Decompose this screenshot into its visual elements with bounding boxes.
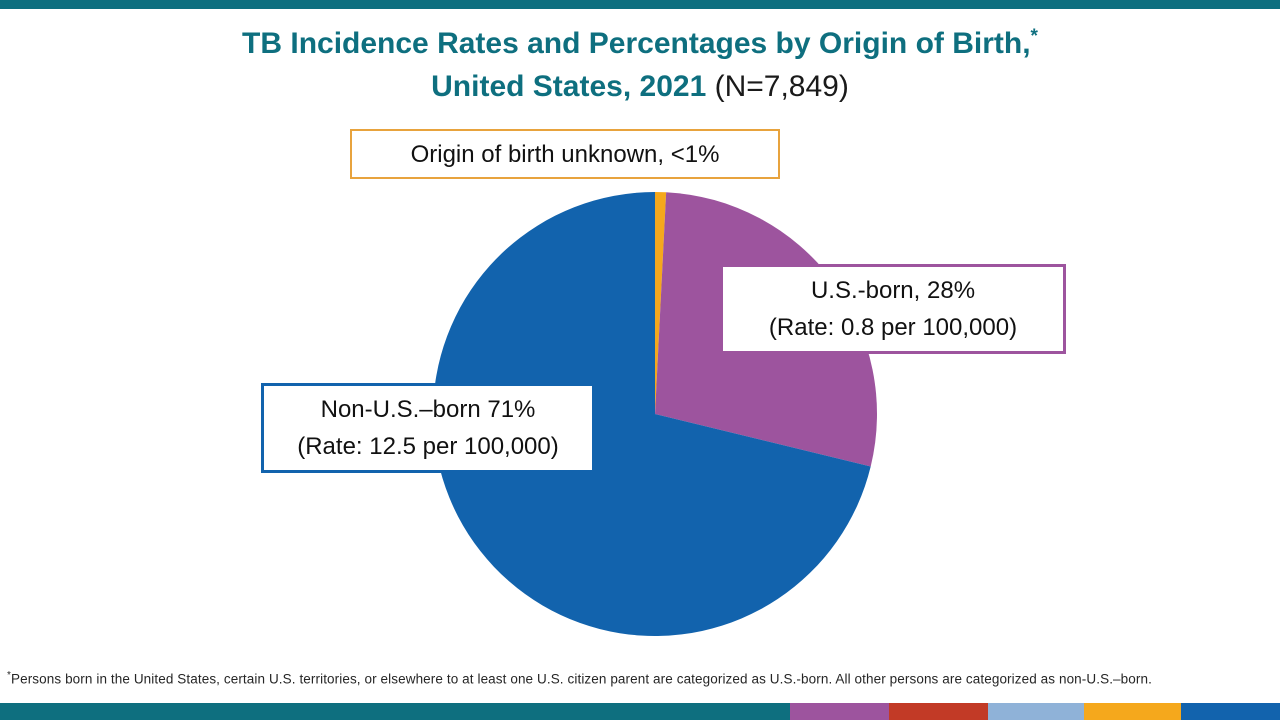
pie-slice-non-u-s-born	[432, 192, 871, 636]
bottom-bar-segment-orange	[1084, 703, 1181, 720]
bottom-bar-segment-teal	[0, 703, 790, 720]
callout-non-us-born-line2: (Rate: 12.5 per 100,000)	[297, 433, 559, 460]
callout-us-born-line1: U.S.-born, 28%	[810, 277, 976, 304]
footnote-asterisk: *	[7, 670, 11, 681]
title-line-2-n: (N=7,849)	[706, 70, 849, 103]
footnote-text: Persons born in the United States, certa…	[11, 671, 1152, 687]
callout-us-born-line2: (Rate: 0.8 per 100,000)	[768, 314, 1018, 341]
pie-slice-origin-of-birth-unknown	[655, 192, 667, 414]
bottom-bar-segment-purple	[790, 703, 889, 720]
title-line-1: TB Incidence Rates and Percentages by Or…	[0, 22, 1280, 65]
callout-non-us-born-line1: Non-U.S.–born 71%	[320, 396, 536, 423]
bottom-bar-segment-light-blue	[988, 703, 1084, 720]
title-line-2: United States, 2021 (N=7,849)	[0, 65, 1280, 108]
bottom-accent-bar	[0, 703, 1280, 720]
top-accent-bar	[0, 0, 1280, 9]
title-line-2-teal: United States, 2021	[431, 70, 707, 103]
page-title: TB Incidence Rates and Percentages by Or…	[0, 22, 1280, 108]
footnote: *Persons born in the United States, cert…	[7, 670, 1247, 687]
callout-non-us-born: Non-U.S.–born 71% (Rate: 12.5 per 100,00…	[261, 383, 595, 473]
callout-unknown-origin: Origin of birth unknown, <1%	[350, 129, 780, 179]
title-asterisk: *	[1030, 26, 1038, 47]
bottom-bar-segment-red	[889, 703, 988, 720]
title-line-1-text: TB Incidence Rates and Percentages by Or…	[242, 27, 1031, 60]
callout-us-born: U.S.-born, 28% (Rate: 0.8 per 100,000)	[720, 264, 1066, 354]
bottom-bar-segment-blue	[1181, 703, 1280, 720]
callout-unknown-text: Origin of birth unknown, <1%	[410, 140, 720, 168]
